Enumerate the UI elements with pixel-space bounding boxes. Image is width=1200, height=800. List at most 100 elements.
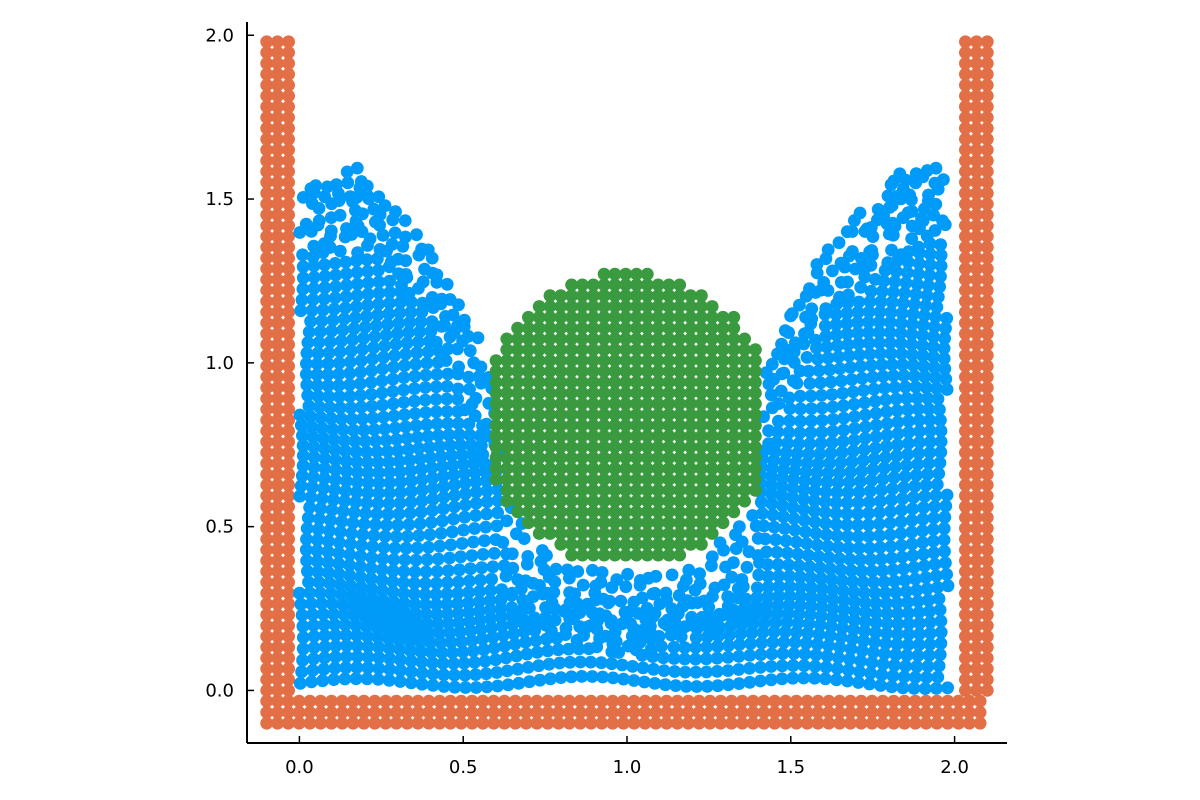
fluid-particle bbox=[419, 607, 433, 621]
wall-particle bbox=[444, 716, 457, 730]
wall-particle bbox=[271, 500, 284, 514]
fluid-particle bbox=[781, 436, 794, 450]
wall-particle bbox=[980, 392, 994, 405]
wall-particle bbox=[260, 121, 274, 135]
fluid-particle bbox=[929, 569, 943, 583]
fluid-particle bbox=[505, 601, 519, 614]
wall-particle bbox=[959, 392, 972, 405]
body-particle bbox=[554, 321, 568, 335]
fluid-particle bbox=[301, 389, 315, 402]
body-particle bbox=[662, 332, 676, 346]
wall-particle bbox=[282, 143, 295, 157]
body-particle bbox=[543, 375, 557, 389]
fluid-particle bbox=[333, 401, 347, 415]
fluid-particle bbox=[306, 664, 320, 677]
wall-particle bbox=[260, 348, 274, 362]
fluid-particle bbox=[808, 515, 822, 529]
wall-particle bbox=[260, 554, 274, 568]
fluid-particle bbox=[911, 595, 925, 608]
fluid-particle bbox=[837, 603, 851, 617]
fluid-particle bbox=[890, 404, 904, 417]
wall-particle bbox=[962, 716, 976, 730]
fluid-particle bbox=[876, 564, 889, 578]
fluid-particle bbox=[296, 653, 309, 667]
fluid-particle bbox=[812, 364, 826, 377]
body-particle bbox=[522, 494, 535, 508]
body-particle bbox=[727, 494, 741, 508]
fluid-particle bbox=[335, 412, 348, 426]
wall-particle bbox=[271, 46, 284, 59]
fluid-particle bbox=[437, 668, 451, 682]
body-particle bbox=[554, 332, 568, 346]
body-particle bbox=[695, 537, 708, 551]
fluid-particle bbox=[627, 674, 641, 687]
fluid-particle bbox=[865, 564, 879, 578]
fluid-particle bbox=[321, 555, 335, 569]
fluid-particle bbox=[544, 672, 557, 686]
wall-particle bbox=[980, 403, 994, 416]
wall-particle bbox=[959, 673, 972, 686]
fluid-particle bbox=[327, 433, 341, 447]
fluid-particle bbox=[896, 296, 910, 310]
wall-particle bbox=[959, 597, 972, 611]
body-particle bbox=[532, 440, 546, 454]
body-particle bbox=[511, 483, 524, 497]
wall-particle bbox=[584, 694, 598, 708]
fluid-particle bbox=[405, 485, 418, 498]
wall-particle bbox=[876, 716, 890, 730]
body-particle bbox=[727, 462, 741, 476]
wall-particle bbox=[400, 694, 414, 708]
fluid-particle bbox=[739, 592, 753, 606]
fluid-particle bbox=[351, 650, 364, 663]
fluid-particle bbox=[903, 188, 916, 202]
fluid-particle bbox=[318, 462, 332, 475]
body-particle bbox=[695, 473, 708, 486]
wall-particle bbox=[433, 706, 446, 719]
body-particle bbox=[543, 473, 557, 486]
body-particle bbox=[673, 537, 687, 551]
fluid-particle bbox=[296, 429, 309, 442]
fluid-particle bbox=[356, 412, 369, 426]
fluid-particle bbox=[891, 617, 905, 631]
wall-particle bbox=[970, 554, 983, 568]
fluid-particle bbox=[443, 439, 457, 452]
fluid-particle bbox=[931, 581, 944, 594]
fluid-particle bbox=[295, 608, 309, 622]
body-particle bbox=[500, 354, 514, 367]
fluid-particle bbox=[390, 327, 404, 341]
fluid-particle bbox=[769, 533, 782, 547]
fluid-particle bbox=[713, 607, 726, 621]
fluid-particle bbox=[826, 602, 840, 615]
wall-particle bbox=[271, 100, 284, 114]
fluid-particle bbox=[922, 188, 935, 202]
fluid-particle bbox=[465, 634, 479, 647]
body-particle bbox=[597, 429, 611, 443]
body-particle bbox=[749, 408, 762, 421]
wall-particle bbox=[271, 630, 284, 643]
fluid-particle bbox=[910, 277, 924, 291]
fluid-particle bbox=[453, 563, 466, 577]
fluid-particle bbox=[941, 681, 954, 695]
fluid-particle bbox=[377, 350, 390, 364]
body-particle bbox=[640, 548, 654, 562]
wall-particle bbox=[271, 338, 284, 351]
fluid-particle bbox=[457, 656, 471, 670]
wall-particle bbox=[282, 359, 295, 373]
fluid-particle bbox=[491, 679, 504, 693]
fluid-particle bbox=[865, 244, 879, 257]
wall-particle bbox=[959, 608, 972, 622]
fluid-particle bbox=[937, 173, 950, 187]
wall-particle bbox=[282, 175, 295, 189]
body-particle bbox=[684, 408, 697, 421]
fluid-particle bbox=[367, 341, 380, 355]
fluid-particle bbox=[299, 217, 313, 231]
fluid-particle bbox=[336, 598, 349, 611]
body-particle bbox=[738, 419, 751, 432]
fluid-particle bbox=[889, 648, 903, 662]
body-particle bbox=[597, 278, 611, 292]
wall-particle bbox=[271, 230, 284, 243]
fluid-particle bbox=[392, 454, 406, 468]
wall-particle bbox=[970, 435, 983, 449]
fluid-particle bbox=[880, 617, 894, 630]
fluid-particle bbox=[335, 334, 348, 348]
